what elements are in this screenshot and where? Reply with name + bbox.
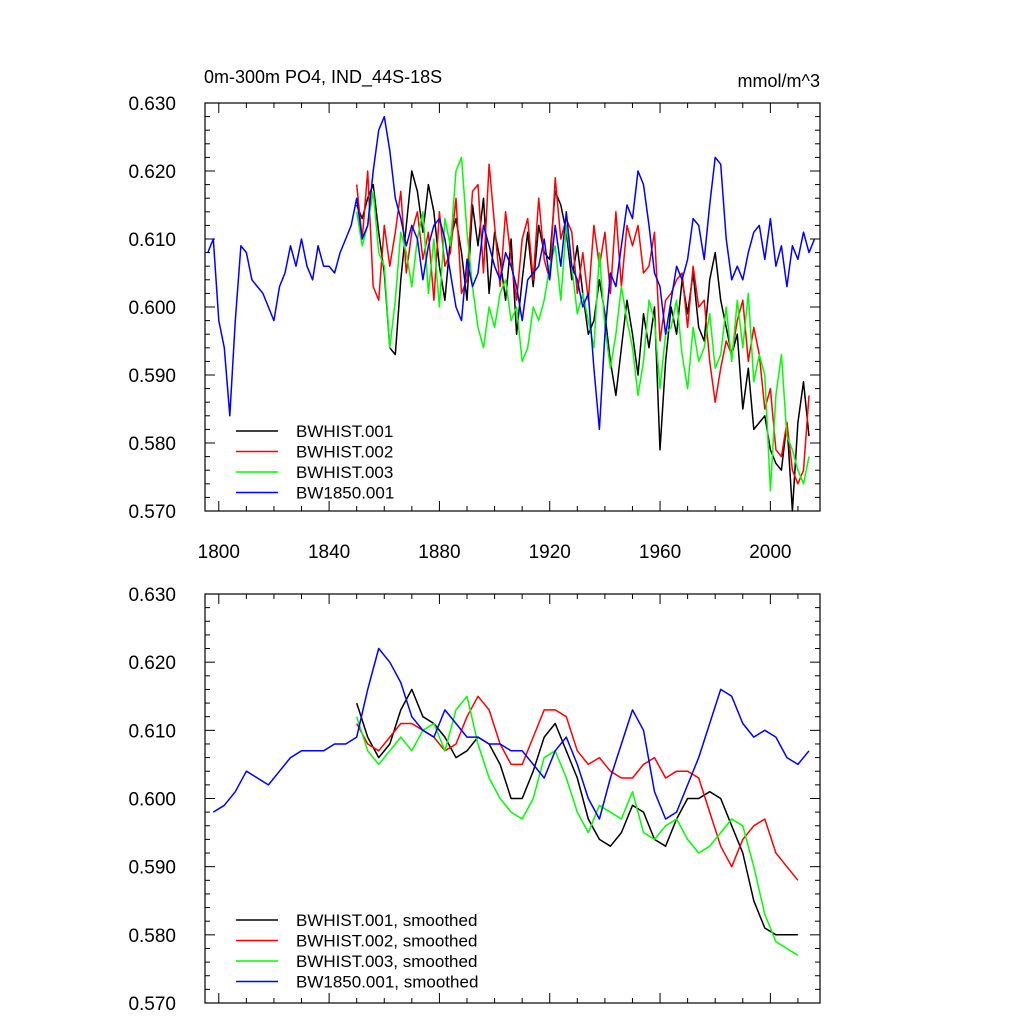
top-legend-label: BWHIST.003 (296, 463, 393, 482)
bottom-series-bwhist-003 (355, 695, 799, 956)
top-legend-label: BW1850.001 (296, 484, 394, 503)
top-y-tick-label: 0.570 (128, 502, 176, 523)
top-x-tick-label: 1800 (198, 542, 240, 563)
bottom-y-tick-label: 0.580 (128, 926, 176, 947)
top-legend-label: BWHIST.002 (296, 443, 393, 462)
top-series-bwhist-001 (356, 170, 810, 512)
top-panel: 0m-300m PO4, IND_44S-18S mmol/m^3 1800 18… (128, 67, 821, 563)
top-y-tick-label: 0.580 (128, 434, 176, 455)
bottom-y-tick-label: 0.600 (128, 790, 176, 811)
chart-title: 0m-300m PO4, IND_44S-18S (204, 67, 442, 88)
bottom-y-tick-label: 0.570 (128, 994, 176, 1015)
bottom-series-bw1850-001 (212, 647, 810, 820)
bottom-legend-label: BWHIST.003, smoothed (296, 952, 477, 971)
top-y-tick-label: 0.620 (128, 162, 176, 183)
top-x-tick-label: 1880 (418, 542, 460, 563)
bottom-series-bwhist-002 (356, 695, 799, 881)
top-x-tick-label: 2000 (749, 542, 791, 563)
bottom-legend-label: BWHIST.002, smoothed (296, 932, 477, 951)
bottom-y-tick-label: 0.620 (128, 653, 176, 674)
bottom-y-tick-label: 0.590 (128, 858, 176, 879)
top-x-tick-label: 1960 (639, 542, 681, 563)
top-y-tick-label: 0.630 (128, 94, 176, 115)
top-series-bw1850-001 (207, 115, 816, 431)
bottom-legend-label: BW1850.001, smoothed (296, 973, 478, 992)
top-y-tick-label: 0.600 (128, 298, 176, 319)
top-legend-label: BWHIST.001 (296, 422, 393, 441)
top-series-bwhist-003 (355, 156, 810, 492)
top-y-tick-label: 0.590 (128, 366, 176, 387)
bottom-series-bwhist-001 (355, 688, 798, 936)
bottom-legend-label: BWHIST.001, smoothed (296, 911, 477, 930)
bottom-panel: 0.570 0.580 0.590 0.600 0.610 0.620 0.630 BWHIS… (128, 585, 821, 1015)
top-y-tick-label: 0.610 (128, 230, 176, 251)
bottom-y-tick-label: 0.610 (128, 721, 176, 742)
top-x-tick-label: 1920 (529, 542, 571, 563)
top-x-tick-label: 1840 (308, 542, 350, 563)
bottom-y-tick-label: 0.630 (128, 585, 176, 606)
units-label: mmol/m^3 (738, 71, 820, 91)
